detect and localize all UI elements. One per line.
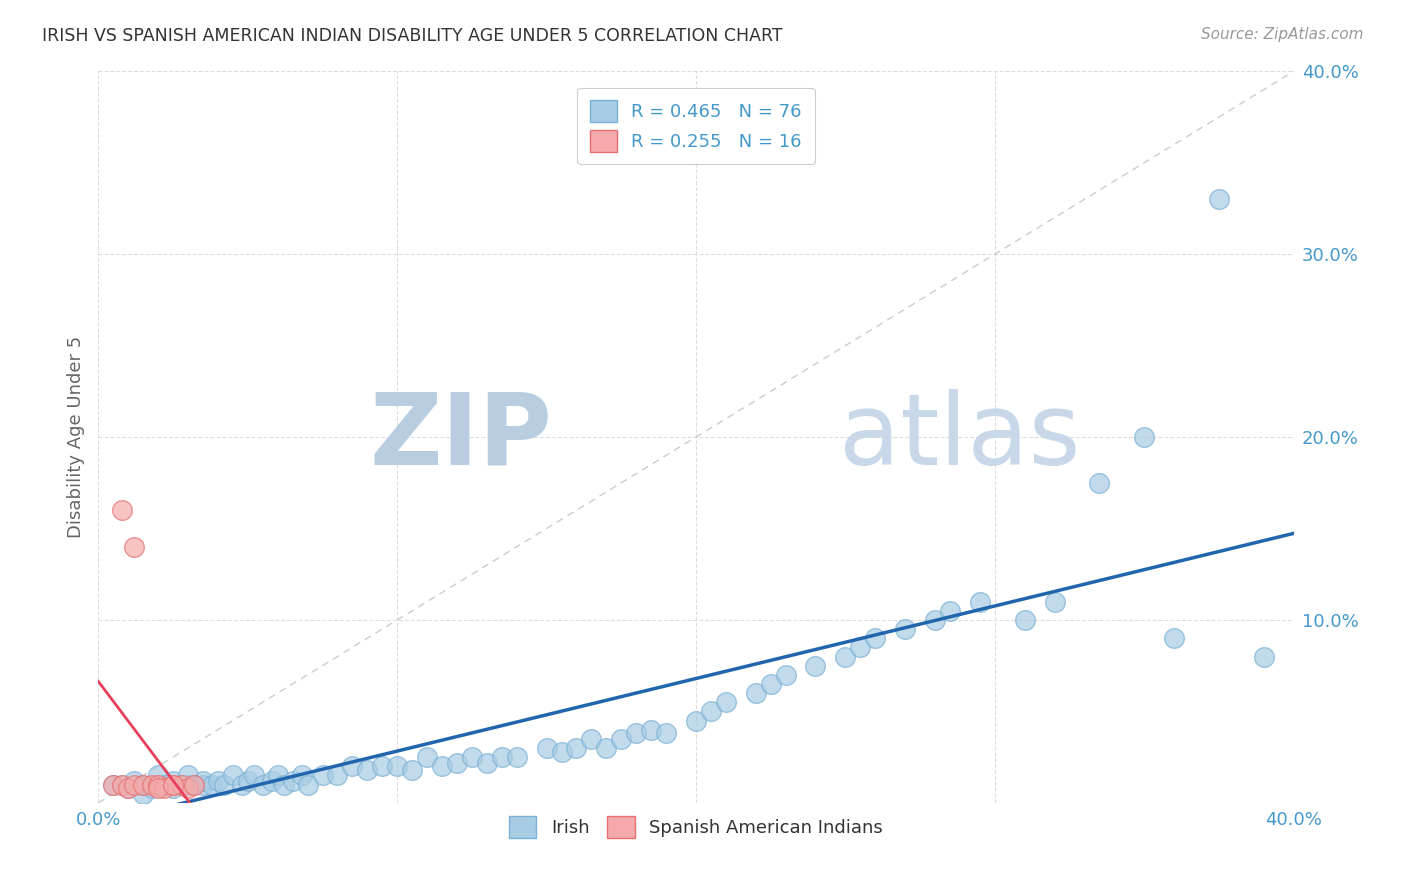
- Point: [714, 695, 737, 709]
- Point: [291, 768, 314, 782]
- Point: [111, 778, 134, 792]
- Legend: Irish, Spanish American Indians: Irish, Spanish American Indians: [502, 808, 890, 845]
- Point: [124, 540, 146, 554]
- Point: [834, 649, 856, 664]
- Point: [1088, 475, 1111, 490]
- Point: [103, 778, 125, 792]
- Point: [281, 773, 304, 788]
- Point: [132, 778, 155, 792]
- Text: IRISH VS SPANISH AMERICAN INDIAN DISABILITY AGE UNDER 5 CORRELATION CHART: IRISH VS SPANISH AMERICAN INDIAN DISABIL…: [42, 27, 783, 45]
- Point: [162, 778, 184, 792]
- Point: [1133, 430, 1156, 444]
- Point: [191, 778, 214, 792]
- Point: [865, 632, 887, 646]
- Point: [162, 778, 184, 792]
- Point: [385, 759, 409, 773]
- Point: [201, 778, 224, 792]
- Point: [1253, 649, 1275, 664]
- Point: [231, 778, 253, 792]
- Point: [775, 667, 797, 681]
- Point: [153, 778, 176, 792]
- Point: [111, 778, 134, 792]
- Point: [759, 677, 782, 691]
- Point: [655, 726, 678, 740]
- Point: [685, 714, 707, 728]
- Point: [491, 750, 513, 764]
- Point: [416, 750, 439, 764]
- Point: [446, 756, 468, 770]
- Point: [894, 622, 917, 636]
- Point: [252, 778, 274, 792]
- Point: [153, 781, 176, 796]
- Point: [924, 613, 946, 627]
- Point: [148, 778, 170, 792]
- Point: [183, 778, 205, 792]
- Point: [207, 773, 229, 788]
- Point: [461, 750, 484, 764]
- Point: [103, 778, 125, 792]
- Point: [804, 658, 827, 673]
- Point: [1208, 192, 1230, 206]
- Point: [401, 763, 423, 777]
- Point: [311, 768, 333, 782]
- Point: [212, 778, 235, 792]
- Point: [430, 759, 453, 773]
- Point: [745, 686, 768, 700]
- Point: [565, 740, 588, 755]
- Point: [273, 778, 295, 792]
- Point: [267, 768, 290, 782]
- Point: [162, 781, 184, 796]
- Point: [162, 773, 184, 788]
- Point: [148, 768, 170, 782]
- Point: [610, 731, 633, 746]
- Point: [326, 768, 349, 782]
- Point: [117, 781, 139, 796]
- Point: [849, 640, 872, 655]
- Point: [124, 773, 146, 788]
- Point: [148, 781, 170, 796]
- Text: ZIP: ZIP: [370, 389, 553, 485]
- Point: [581, 731, 603, 746]
- Point: [506, 750, 529, 764]
- Point: [177, 778, 200, 792]
- Point: [475, 756, 498, 770]
- Point: [111, 503, 134, 517]
- Point: [141, 778, 163, 792]
- Point: [172, 778, 194, 792]
- Point: [297, 778, 319, 792]
- Point: [177, 781, 200, 796]
- Point: [236, 773, 259, 788]
- Point: [939, 604, 962, 618]
- Point: [626, 726, 648, 740]
- Y-axis label: Disability Age Under 5: Disability Age Under 5: [66, 336, 84, 538]
- Point: [141, 781, 163, 796]
- Point: [536, 740, 558, 755]
- Point: [132, 778, 155, 792]
- Point: [1163, 632, 1185, 646]
- Text: Source: ZipAtlas.com: Source: ZipAtlas.com: [1201, 27, 1364, 42]
- Point: [148, 778, 170, 792]
- Text: atlas: atlas: [839, 389, 1081, 485]
- Point: [132, 787, 155, 801]
- Point: [177, 768, 200, 782]
- Point: [222, 768, 245, 782]
- Point: [356, 763, 378, 777]
- Point: [342, 759, 364, 773]
- Point: [595, 740, 617, 755]
- Point: [117, 781, 139, 796]
- Point: [1043, 594, 1066, 608]
- Point: [700, 705, 723, 719]
- Point: [183, 778, 205, 792]
- Point: [1014, 613, 1036, 627]
- Point: [124, 778, 146, 792]
- Point: [371, 759, 394, 773]
- Point: [969, 594, 991, 608]
- Point: [640, 723, 662, 737]
- Point: [191, 773, 214, 788]
- Point: [243, 768, 266, 782]
- Point: [260, 773, 283, 788]
- Point: [550, 745, 572, 759]
- Point: [172, 778, 194, 792]
